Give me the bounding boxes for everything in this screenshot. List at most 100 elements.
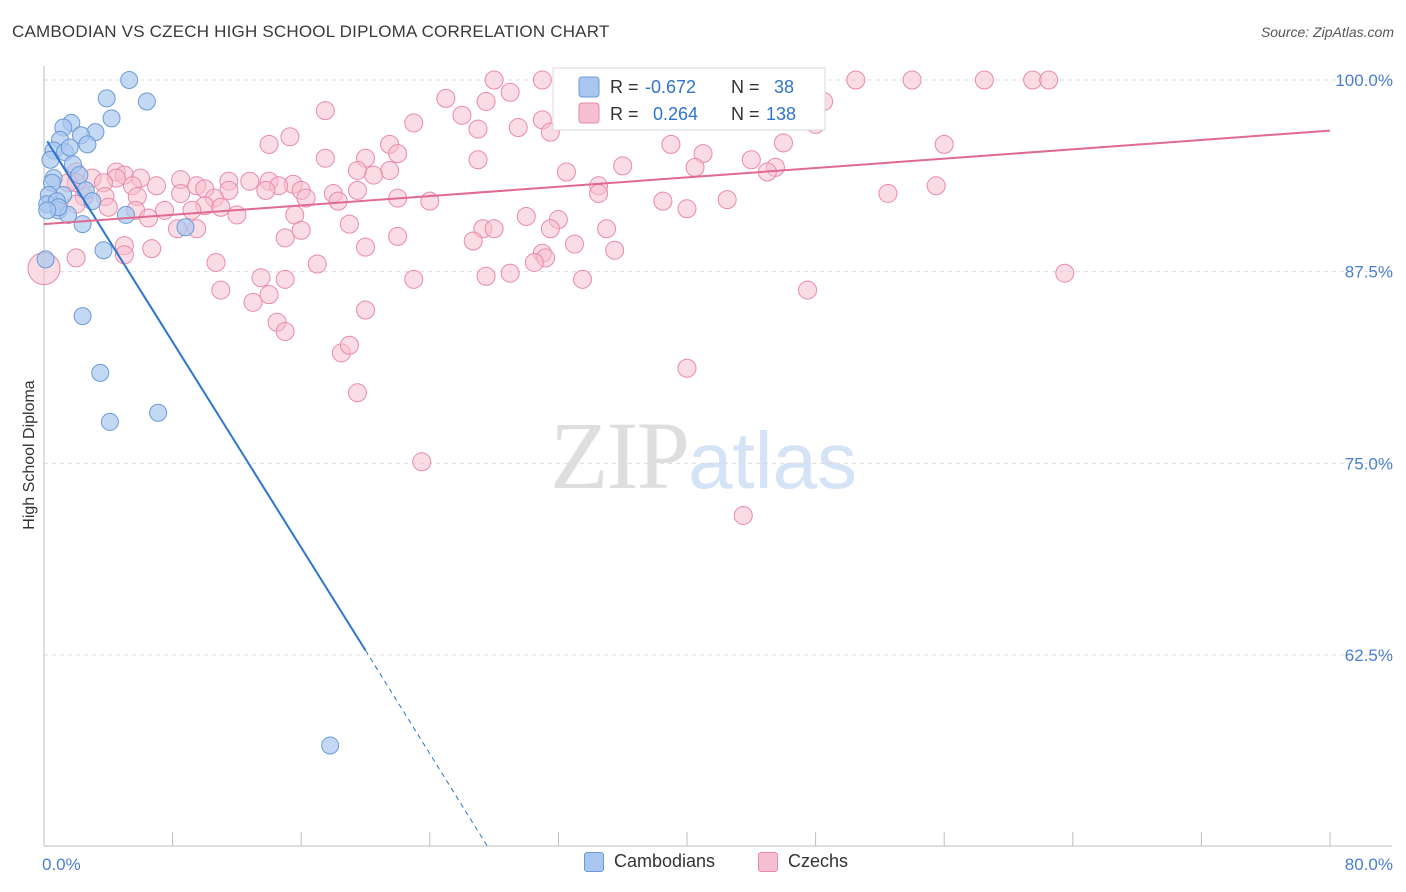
czech-point <box>500 82 520 102</box>
legend-czech-n-value: 138 <box>766 104 796 124</box>
czech-point <box>524 252 544 272</box>
czech-point <box>259 134 279 154</box>
czech-point <box>347 180 367 200</box>
czech-point <box>597 219 617 239</box>
czech-point <box>380 160 400 180</box>
watermark-zip: ZIP <box>550 402 690 509</box>
czech-point <box>339 335 359 355</box>
czech-point <box>211 197 231 217</box>
czech-point <box>902 70 922 90</box>
czech-point <box>436 88 456 108</box>
czech-point <box>296 188 316 208</box>
x-tick-label-max: 80.0% <box>1345 855 1393 874</box>
czech-point <box>275 321 295 341</box>
czech-point <box>98 197 118 217</box>
legend-czech-r-value: 0.264 <box>653 104 698 124</box>
czech-point <box>328 191 348 211</box>
legend-cambodian-n-value: 38 <box>774 77 794 97</box>
cambodian-points <box>36 71 340 755</box>
chart-title: CAMBODIAN VS CZECH HIGH SCHOOL DIPLOMA C… <box>12 22 610 41</box>
czech-point <box>364 165 384 185</box>
czech-point <box>66 248 86 268</box>
czech-point <box>556 162 576 182</box>
cambodian-trend-line <box>46 140 367 651</box>
czech-point <box>171 183 191 203</box>
legend-label-cambodians: Cambodians <box>614 851 716 871</box>
czech-point <box>251 268 271 288</box>
czech-point <box>1039 70 1059 90</box>
watermark-atlas: atlas <box>688 416 857 505</box>
legend-swatch-cambodian <box>578 76 600 98</box>
czech-point <box>798 280 818 300</box>
czech-point <box>307 254 327 274</box>
czech-point <box>1055 263 1075 283</box>
czech-point <box>974 70 994 90</box>
czech-point <box>677 358 697 378</box>
czech-point <box>315 101 335 121</box>
cambodian-point <box>102 109 121 128</box>
czech-point <box>476 91 496 111</box>
cambodian-point <box>176 218 195 237</box>
cambodian-point <box>120 71 139 89</box>
czech-point <box>484 70 504 90</box>
legend-swatch-cambodians <box>584 851 604 872</box>
x-tick-label-min: 0.0% <box>42 855 81 874</box>
czech-point <box>412 452 432 472</box>
czech-point <box>227 205 247 225</box>
czech-point <box>147 176 167 196</box>
czech-point <box>275 269 295 289</box>
cambodian-point <box>73 307 92 326</box>
legend-swatch-czechs <box>758 851 778 872</box>
czech-points <box>27 70 1075 525</box>
cambodian-point <box>78 135 97 154</box>
czech-point <box>685 157 705 177</box>
czech-point <box>339 214 359 234</box>
y-tick-label: 75.0% <box>1345 454 1393 473</box>
czech-point <box>733 505 753 525</box>
czech-point <box>661 134 681 154</box>
cambodian-point <box>73 215 92 234</box>
cambodian-point <box>116 205 135 224</box>
czech-point <box>138 208 158 228</box>
czech-point <box>463 231 483 251</box>
stats-legend: R = -0.672 N = 38 R = 0.264 N = 138 <box>552 67 826 131</box>
series-legend: Cambodians Czechs <box>0 851 1406 879</box>
czech-point <box>452 105 472 125</box>
czech-point <box>677 199 697 219</box>
czech-point <box>206 252 226 272</box>
czech-point <box>573 269 593 289</box>
czech-point <box>846 70 866 90</box>
czech-point <box>142 239 162 259</box>
cambodian-point <box>149 403 168 422</box>
czech-point <box>468 119 488 139</box>
czech-point <box>356 237 375 257</box>
czech-point <box>256 180 276 200</box>
czech-point <box>356 300 375 320</box>
czech-point <box>1023 70 1043 90</box>
czech-point <box>291 220 311 240</box>
czech-point <box>741 150 761 170</box>
cambodian-point <box>91 363 110 382</box>
source-label: Source: ZipAtlas.com <box>1260 24 1394 40</box>
legend-item-czechs: Czechs <box>758 851 848 872</box>
czech-point <box>243 292 263 312</box>
czech-trend-line <box>43 129 1331 226</box>
czech-point <box>653 191 673 211</box>
czech-point <box>476 266 496 286</box>
czech-point <box>347 383 367 403</box>
cambodian-point <box>94 241 113 260</box>
trend-lines <box>43 129 1331 847</box>
czech-point <box>926 176 946 196</box>
gridlines <box>44 79 1392 656</box>
legend-cambodian-n-label: N = <box>731 77 760 97</box>
czech-point <box>315 148 335 168</box>
czech-point <box>508 118 528 138</box>
czech-point <box>484 219 504 239</box>
czech-point <box>500 263 520 283</box>
y-tick-label: 62.5% <box>1345 646 1393 665</box>
czech-point <box>613 156 633 176</box>
czech-point <box>240 171 260 191</box>
cambodian-point <box>36 250 55 269</box>
czech-point <box>347 160 367 180</box>
